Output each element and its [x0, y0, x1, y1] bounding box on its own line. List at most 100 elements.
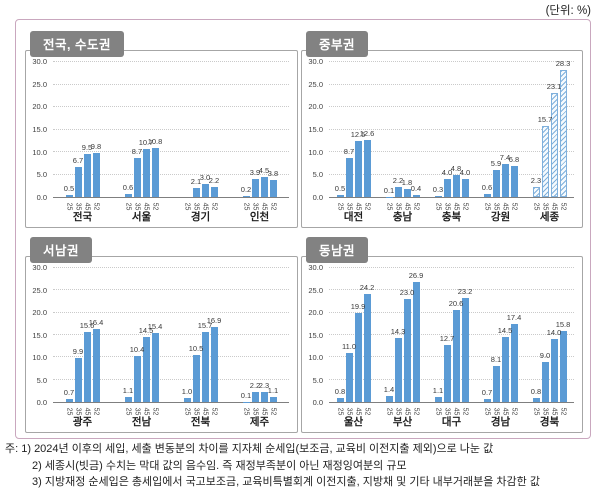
bar-slot: 10.5 35	[189, 268, 204, 416]
footnote-line: 주: 1) 2024년 이후의 세입, 세출 변동분의 차이를 지자체 순세입(…	[5, 443, 494, 455]
panel-southwest: 서남권 30.0 25.0 20.0 15.0 10.0 5.0 0.0 0.7 25 9.9 35…	[25, 237, 298, 433]
y-axis-label: 5.0	[312, 170, 323, 180]
bar	[510, 166, 518, 197]
bar	[336, 194, 344, 197]
bar-value-label: 0.8	[334, 387, 346, 397]
bar	[412, 195, 420, 197]
bar-value-label: 0.5	[334, 183, 346, 193]
gridline	[53, 267, 289, 268]
bar-value-label: 16.9	[206, 315, 222, 325]
y-axis-label: 10.0	[32, 353, 47, 362]
plot-area: 0.8 25 11.0 35 19.9 45 24.2 52 울산 1.4 25 14.3 35 23.0…	[329, 267, 574, 428]
bar	[461, 179, 469, 197]
bar-value-label: 1.1	[267, 386, 279, 396]
bar	[183, 397, 191, 402]
bar-value-label: 2.1	[190, 176, 202, 186]
bar	[83, 332, 91, 402]
bar-value-label: 3.9	[249, 168, 261, 178]
bar	[541, 361, 549, 402]
bar-slot: 2.1 35	[190, 62, 202, 210]
panel-title: 중부권	[319, 38, 356, 52]
bar-group: 0.8 25 11.0 35 19.9 45 24.2 52 울산	[334, 268, 375, 428]
bar-value-label: 0.8	[530, 387, 542, 397]
bar-chart: 30.0 25.0 20.0 15.0 10.0 5.0 0.0 0.7 25 9.9 35 15.6…	[26, 257, 297, 432]
bar-slot: 25	[184, 62, 191, 211]
group-label: 강원	[490, 211, 511, 223]
bar	[192, 355, 200, 402]
bar-slot: 15.7 45	[198, 268, 213, 415]
bar-value-label: 9.5	[81, 143, 93, 153]
bar-value-label: 0.7	[481, 387, 493, 397]
bar-value-label: 28.3	[555, 58, 571, 68]
bar	[434, 195, 442, 197]
group-label: 경남	[490, 416, 511, 428]
bar-value-label: 9.8	[90, 141, 102, 151]
bar	[92, 328, 100, 402]
bar	[394, 338, 402, 402]
group-label: 경기	[190, 211, 211, 223]
bar-slot: 4.5 45	[259, 62, 269, 210]
bar	[142, 337, 150, 402]
bar	[242, 196, 250, 197]
bar-value-label: 0.3	[432, 184, 444, 194]
bar-value-label: 23.1	[546, 82, 562, 92]
bar	[201, 183, 209, 197]
bar	[192, 187, 200, 197]
bar-value-label: 10.4	[129, 344, 145, 354]
bar-value-label: 20.6	[448, 299, 464, 308]
bar-value-label: 16.4	[88, 317, 104, 327]
bar-slot: 9.9 35	[73, 268, 83, 415]
bar	[251, 392, 259, 402]
bar	[394, 187, 402, 197]
bar	[461, 298, 469, 402]
bar-value-label: 2.2	[249, 381, 261, 391]
group-label: 대구	[441, 416, 462, 428]
bar	[559, 331, 567, 402]
bar-value-label: 0.5	[63, 183, 75, 193]
y-axis-label: 30.0	[32, 57, 47, 66]
bar-slot: 1.8 45	[402, 62, 412, 210]
y-axis-label: 25.0	[32, 79, 47, 89]
bar	[492, 170, 500, 197]
bar-slot: 0.6 25	[482, 62, 492, 211]
bar-slot: 8.7 35	[344, 62, 354, 210]
bar	[363, 140, 371, 197]
y-axis: 30.0 25.0 20.0 15.0 10.0 5.0 0.0	[302, 264, 326, 407]
bar	[559, 69, 567, 197]
bar-slot: 2.2 35	[393, 62, 403, 211]
bar-value-label: 12.5	[350, 129, 366, 139]
bar-slot: 9.5 45	[81, 62, 93, 211]
bar	[83, 154, 91, 197]
gridline	[53, 61, 289, 62]
group-label: 경북	[539, 416, 560, 428]
group-label: 충남	[392, 211, 413, 223]
footnotes: 주: 1) 2024년 이후의 세입, 세출 변동분의 차이를 지자체 순세입(…	[5, 441, 597, 491]
group-label: 전국	[72, 211, 93, 223]
bar-slot: 23.2 52	[458, 268, 473, 416]
bar-slot: 17.4 52	[507, 268, 522, 416]
bar-slot: 20.6 45	[449, 268, 464, 416]
y-axis-label: 5.0	[312, 375, 323, 385]
panel-title-tab: 전국, 수도권	[30, 31, 124, 57]
bar-group: 25 2.1 35 3.0 45 2.2 52 경기	[184, 62, 220, 223]
bar-value-label: 17.4	[506, 313, 522, 323]
plot-area: 0.7 25 9.9 35 15.6 45 16.4 52 광주 1.1 25 10.4 35 14.5 4…	[53, 267, 289, 428]
y-axis-label: 25.0	[308, 79, 323, 89]
group-label: 제주	[249, 416, 270, 428]
bar-value-label: 15.8	[555, 320, 571, 330]
bar-slot: 24.2 52	[360, 268, 375, 415]
bar-value-label: 10.8	[147, 137, 163, 147]
bar-slot: 8.1 35	[491, 268, 501, 415]
bar-value-label: 15.4	[147, 322, 163, 332]
bar	[354, 313, 362, 402]
bar-group: 0.6 25 8.7 35 10.7 45 10.8 52 서울	[123, 62, 163, 223]
bar	[550, 339, 558, 402]
bar	[92, 152, 100, 197]
bar	[434, 397, 442, 402]
bar-slot: 28.3 52	[556, 59, 571, 210]
bar-value-label: 3.0	[199, 172, 211, 182]
y-axis-label: 20.0	[32, 102, 47, 112]
bar-slot: 15.4 52	[148, 268, 163, 416]
bar-value-label: 23.0	[399, 288, 415, 298]
bar-slot: 23.1 45	[547, 62, 562, 211]
